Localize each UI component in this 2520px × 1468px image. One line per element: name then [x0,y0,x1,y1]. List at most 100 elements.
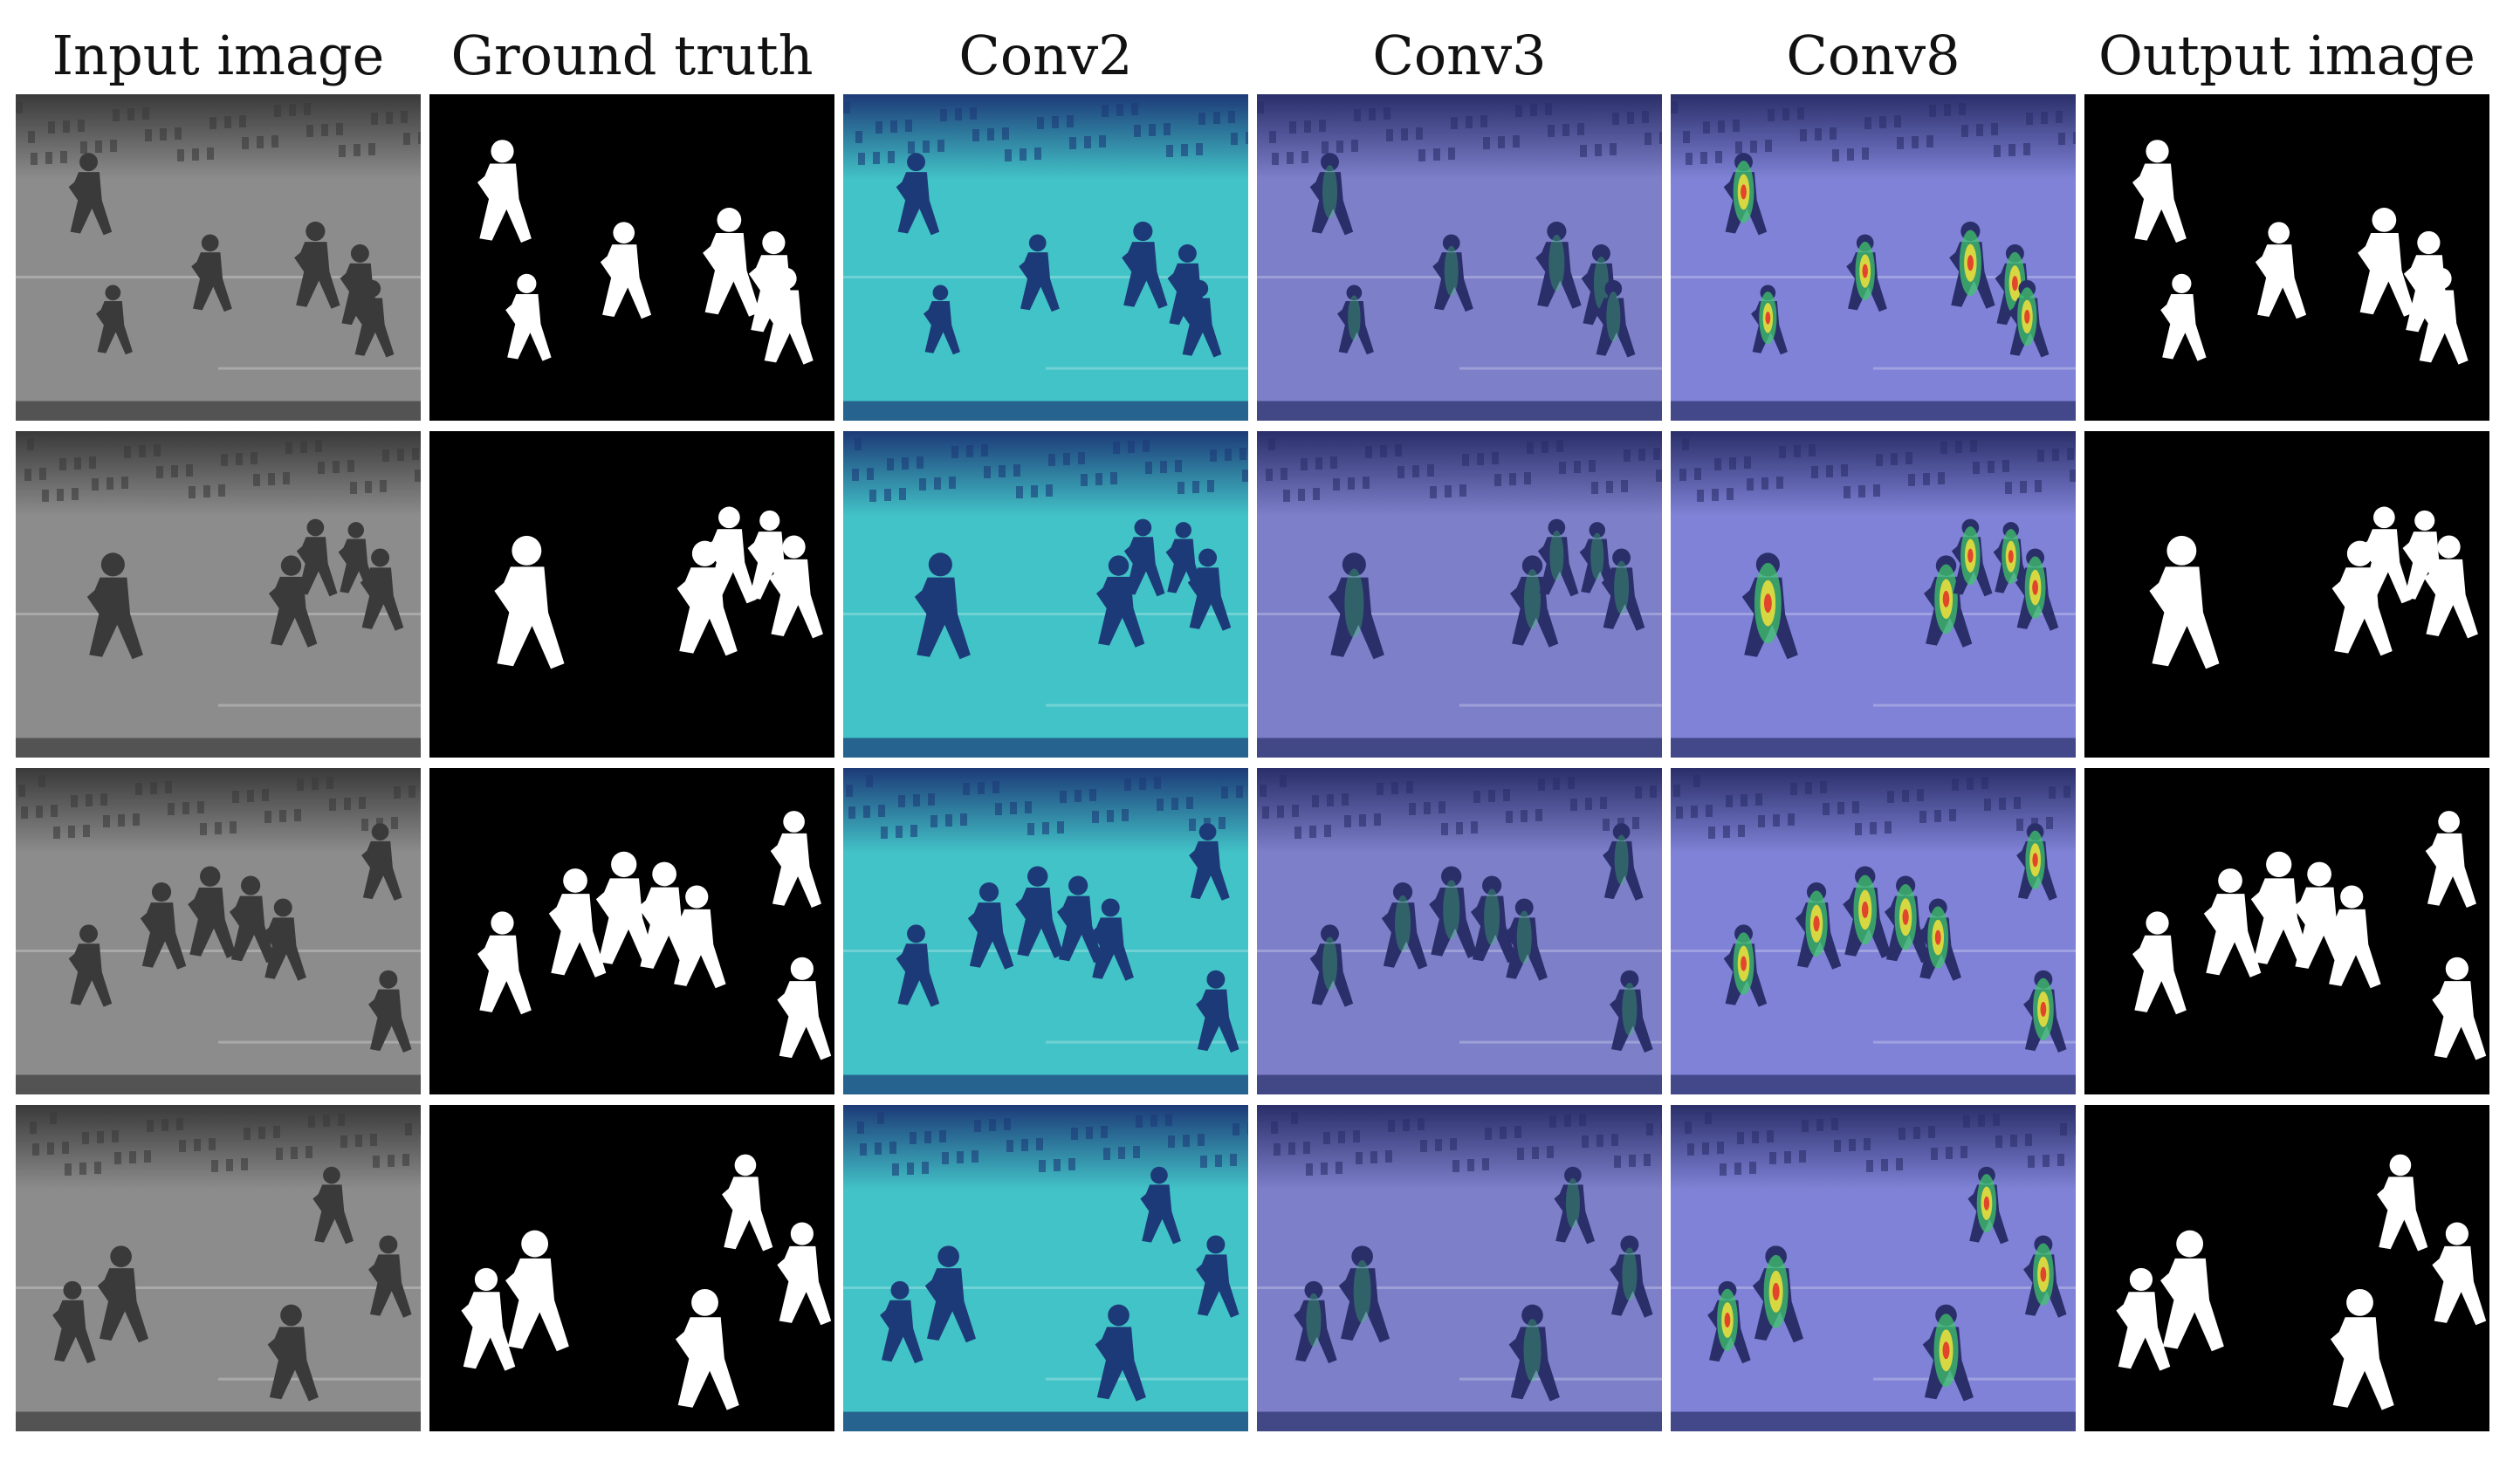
mask-silhouette [2417,267,2469,365]
runner-figure [914,552,971,660]
crowd-speck [65,1163,72,1176]
crowd-speck [110,140,117,152]
activation-blob [1622,982,1638,1037]
crowd-speck [1430,486,1437,498]
crowd-speck [1991,123,1998,135]
crowd-speck [53,827,60,839]
runner-figure [86,552,143,660]
crowd-speck [373,1156,380,1168]
crowd-speck [1841,464,1848,477]
crowd-speck [1788,813,1795,826]
mask-silhouette [461,1267,516,1371]
crowd-speck [955,108,962,120]
crowd-speck [1614,1156,1621,1168]
runner-figure [1603,823,1644,901]
crowd-speck [1981,777,1988,789]
fence [843,401,1248,421]
crowd-speck [2035,480,2042,492]
crowd-speck [95,141,102,153]
activation-peak [2024,309,2030,324]
crowd-speck [1124,779,1131,791]
crowd-speck [863,806,870,818]
activation-blob [1353,1259,1371,1323]
crowd-speck [350,482,357,494]
crowd-speck [1262,806,1269,819]
crowd-speck [966,445,973,457]
crowd-speck [1122,809,1129,821]
activation-peak [1741,956,1747,971]
crowd-speck [972,1150,978,1163]
activation-blob [1548,234,1565,292]
crowd-speck [1579,1114,1586,1126]
activation-blob [1523,1319,1542,1382]
crowd-speck [1894,115,1901,127]
crowd-speck [1183,1135,1190,1147]
activation-blob [1484,888,1500,946]
fence [16,1074,421,1094]
crowd-speck [1570,799,1577,811]
crowd-speck [368,143,375,155]
crowd-speck [135,783,142,795]
activation-blob [1622,1247,1638,1301]
crowd-speck [843,101,850,113]
crowd-speck [1304,120,1311,133]
crowd-speck [1298,489,1305,501]
runner-figure [1122,221,1168,309]
fence [1671,1411,2076,1431]
runner-figure [1090,898,1134,981]
crowd-speck [207,147,214,160]
mask-silhouette [2326,885,2381,989]
mask-silhouette [477,911,532,1015]
crowd-speck [1913,1127,1920,1139]
crowd-speck [1879,116,1886,128]
crowd-speck [1289,121,1296,134]
crowd-speck [910,1132,917,1144]
crowd-speck [1353,1130,1360,1142]
crowd-speck [1717,1142,1724,1154]
mask-silhouette [2432,1222,2487,1326]
crowd-speck [72,488,79,500]
crowd-speck [1228,111,1235,123]
crowd-speck [1427,464,1434,477]
crowd-speck [203,485,210,497]
crowd-speck [321,124,328,136]
crowd-speck [1761,477,1768,490]
crowd-speck [2063,785,2070,798]
crowd-speck [1467,1159,1474,1171]
activation-blob [1590,532,1604,580]
crowd-speck [1676,806,1683,819]
crowd-speck [1246,132,1248,144]
crowd-speck [63,120,70,133]
crowd-speck [1995,1135,2002,1148]
crowd-speck [1369,108,1376,120]
runner-figure [267,1304,319,1402]
crowd-speck [1466,116,1473,128]
crowd-speck [1319,120,1326,132]
crowd-speck [239,115,246,127]
crowd-speck [1896,1158,1903,1170]
crowd-speck [1395,444,1402,456]
crowd-speck [1099,135,1106,147]
output-thumbnail [2084,768,2489,1094]
crowd-speck [1595,144,1602,156]
crowd-speck [79,1163,86,1175]
crowd-speck [1336,1162,1342,1174]
crowd-speck [858,153,865,165]
crowd-speck [68,826,75,838]
crowd-speck [923,141,930,153]
crowd-speck [1682,438,1689,450]
crowd-speck [241,1158,248,1170]
crowd-speck [74,457,81,470]
runner-figure [1470,875,1517,964]
crowd-speck [1480,115,1487,127]
crowd-speck [1315,457,1322,470]
crowd-speck [388,1155,395,1167]
crowd-band [1257,431,1662,517]
crowd-speck [1765,140,1772,152]
crowd-speck [1068,1158,1075,1170]
mask-silhouette [2292,861,2351,971]
crowd-speck [48,121,55,134]
crowd-speck [82,1132,89,1144]
crowd-speck [1931,1148,1938,1160]
runner-figure [296,518,338,597]
